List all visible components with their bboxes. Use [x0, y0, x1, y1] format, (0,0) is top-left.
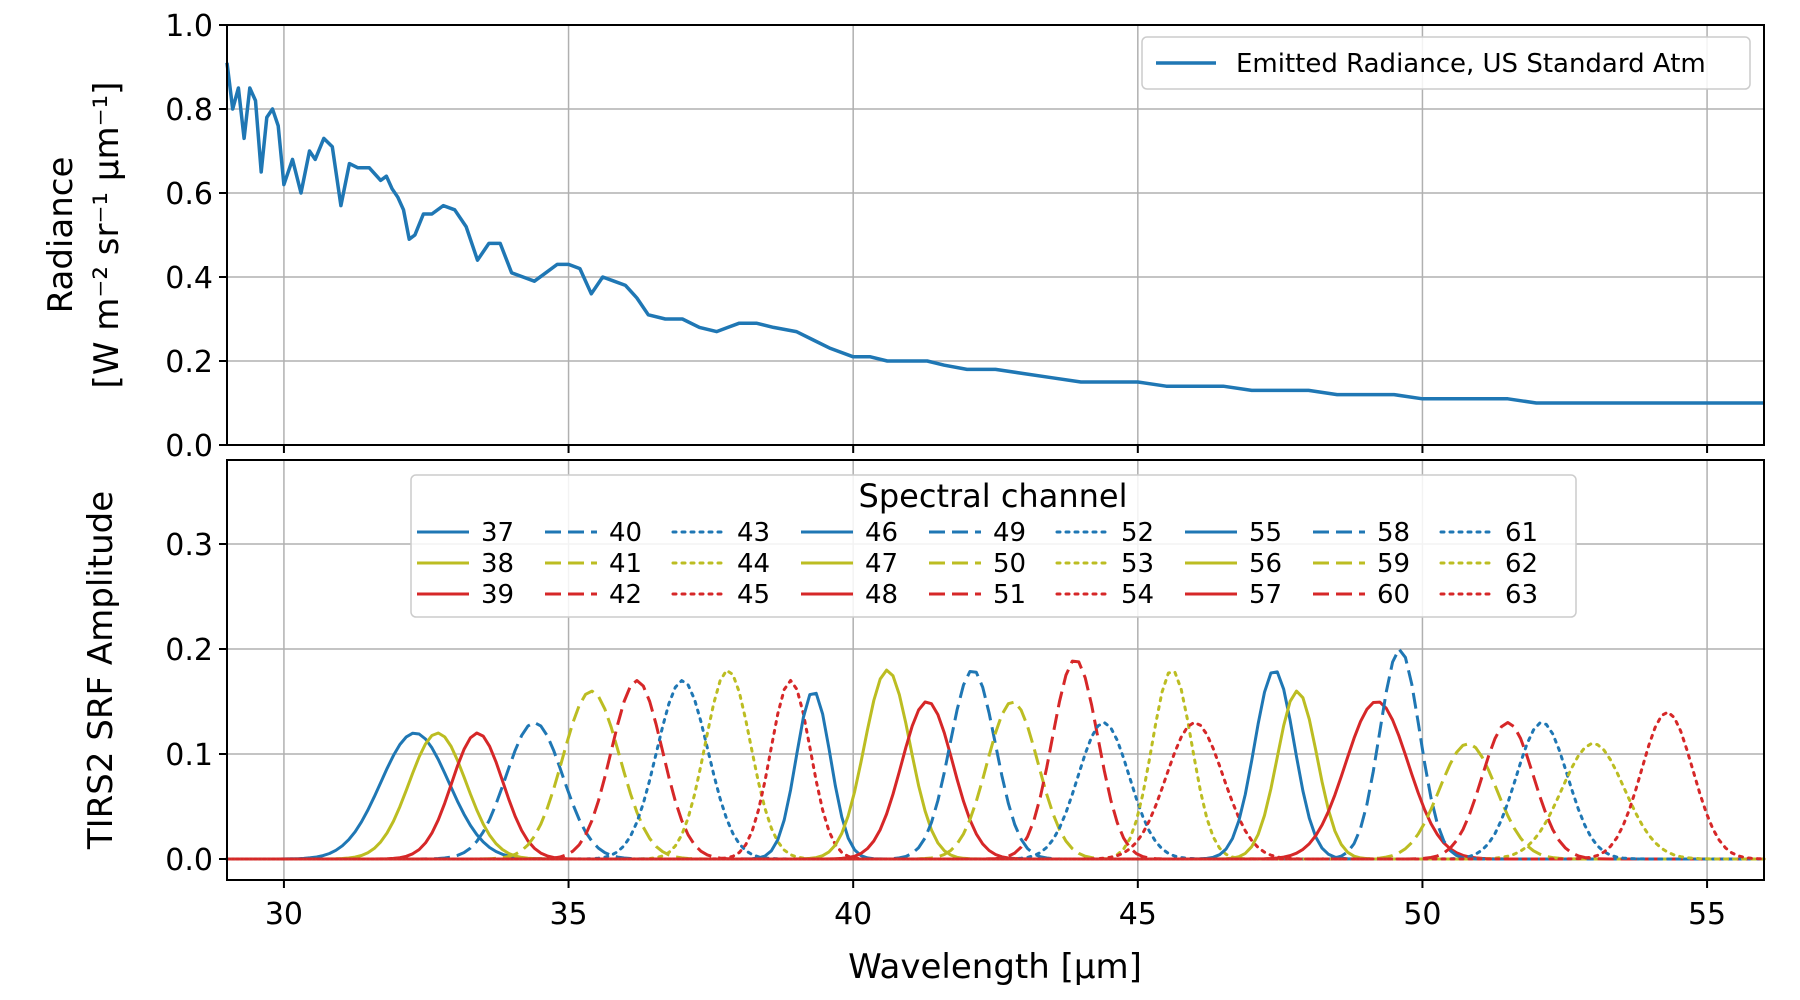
srf-legend-label-63: 63: [1505, 580, 1538, 610]
srf-x-ticks: 30 35 40 45 50 55: [265, 880, 1726, 932]
radiance-legend-label: Emitted Radiance, US Standard Atm: [1236, 49, 1706, 79]
radiance-y-tick-label: 0.8: [165, 93, 213, 128]
srf-ylabel: TIRS2 SRF Amplitude: [81, 491, 121, 850]
radiance-y-tick-label: 0.2: [165, 345, 213, 380]
srf-channel-63-line: [225, 710, 1766, 861]
srf-channel-41-line: [227, 689, 1764, 861]
radiance-frame: [226, 24, 1765, 446]
srf-legend-label-60: 60: [1377, 580, 1410, 610]
radiance-ylabel-line2: [W m⁻² sr⁻¹ μm⁻¹]: [87, 82, 127, 389]
radiance-ylabel-line1: Radiance: [41, 157, 81, 314]
srf-legend-label-40: 40: [609, 518, 642, 548]
srf-legend-label-54: 54: [1121, 580, 1154, 610]
srf-legend-label-52: 52: [1121, 518, 1154, 548]
srf-x-tick-label: 55: [1688, 897, 1726, 932]
srf-x-tick-label: 50: [1403, 897, 1441, 932]
srf-legend-label-47: 47: [865, 549, 898, 579]
srf-frame: [226, 459, 1765, 881]
srf-y-tick-label: 0.1: [165, 738, 213, 773]
radiance-y-tick-label: 0.4: [165, 261, 213, 296]
srf-legend-label-57: 57: [1249, 580, 1282, 610]
srf-legend-label-50: 50: [993, 549, 1026, 579]
radiance-y-tick-label: 1.0: [165, 9, 213, 44]
radiance-y-tick-label: 0.6: [165, 177, 213, 212]
radiance-panel: 0.0 0.2 0.4 0.6 0.8 1.0 Radiance [W m⁻² sr⁻¹ …: [41, 9, 1765, 464]
srf-legend-label-42: 42: [609, 580, 642, 610]
srf-x-tick-label: 40: [834, 897, 872, 932]
srf-legend-label-46: 46: [865, 518, 898, 548]
srf-x-tick-label: 45: [1119, 897, 1157, 932]
srf-legend-label-44: 44: [737, 549, 770, 579]
srf-legend-label-51: 51: [993, 580, 1026, 610]
srf-channel-56-line: [227, 689, 1764, 861]
srf-legend-box: [410, 474, 1577, 618]
radiance-legend: Emitted Radiance, US Standard Atm: [1141, 36, 1751, 90]
srf-series: [225, 647, 1766, 861]
srf-legend-label-55: 55: [1249, 518, 1282, 548]
radiance-series: [225, 62, 1764, 405]
radiance-y-ticks: 0.0 0.2 0.4 0.6 0.8 1.0: [165, 9, 1709, 464]
srf-legend-label-56: 56: [1249, 549, 1282, 579]
srf-legend-label-49: 49: [993, 518, 1026, 548]
srf-legend-label-39: 39: [481, 580, 514, 610]
radiance-legend-box: [1141, 36, 1751, 90]
srf-legend-label-43: 43: [737, 518, 770, 548]
srf-legend-label-45: 45: [737, 580, 770, 610]
srf-legend-label-59: 59: [1377, 549, 1410, 579]
srf-legend: Spectral channel 37383940414243444546474…: [410, 474, 1577, 618]
srf-x-tick-label: 30: [265, 897, 303, 932]
srf-legend-label-58: 58: [1377, 518, 1410, 548]
srf-legend-title: Spectral channel: [859, 477, 1128, 515]
srf-y-ticks: 0.0 0.1 0.2 0.3: [165, 528, 227, 878]
srf-legend-label-38: 38: [481, 549, 514, 579]
srf-x-tick-label: 35: [549, 897, 587, 932]
srf-legend-label-37: 37: [481, 518, 514, 548]
srf-y-tick-label: 0.2: [165, 633, 213, 668]
srf-legend-label-41: 41: [609, 549, 642, 579]
srf-panel: 0.0 0.1 0.2 0.3 30 35 40 45 50 55 TIRS2 SRF Ampl…: [81, 459, 1766, 987]
srf-xlabel: Wavelength [μm]: [848, 947, 1142, 987]
srf-legend-label-62: 62: [1505, 549, 1538, 579]
srf-y-tick-label: 0.3: [165, 528, 213, 563]
radiance-y-tick-label: 0.0: [165, 429, 213, 464]
radiance-line: [225, 62, 1764, 405]
srf-channel-37-line: [227, 731, 1764, 861]
srf-legend-label-53: 53: [1121, 549, 1154, 579]
srf-y-tick-label: 0.0: [165, 843, 213, 878]
srf-legend-label-61: 61: [1505, 518, 1538, 548]
srf-legend-label-48: 48: [865, 580, 898, 610]
